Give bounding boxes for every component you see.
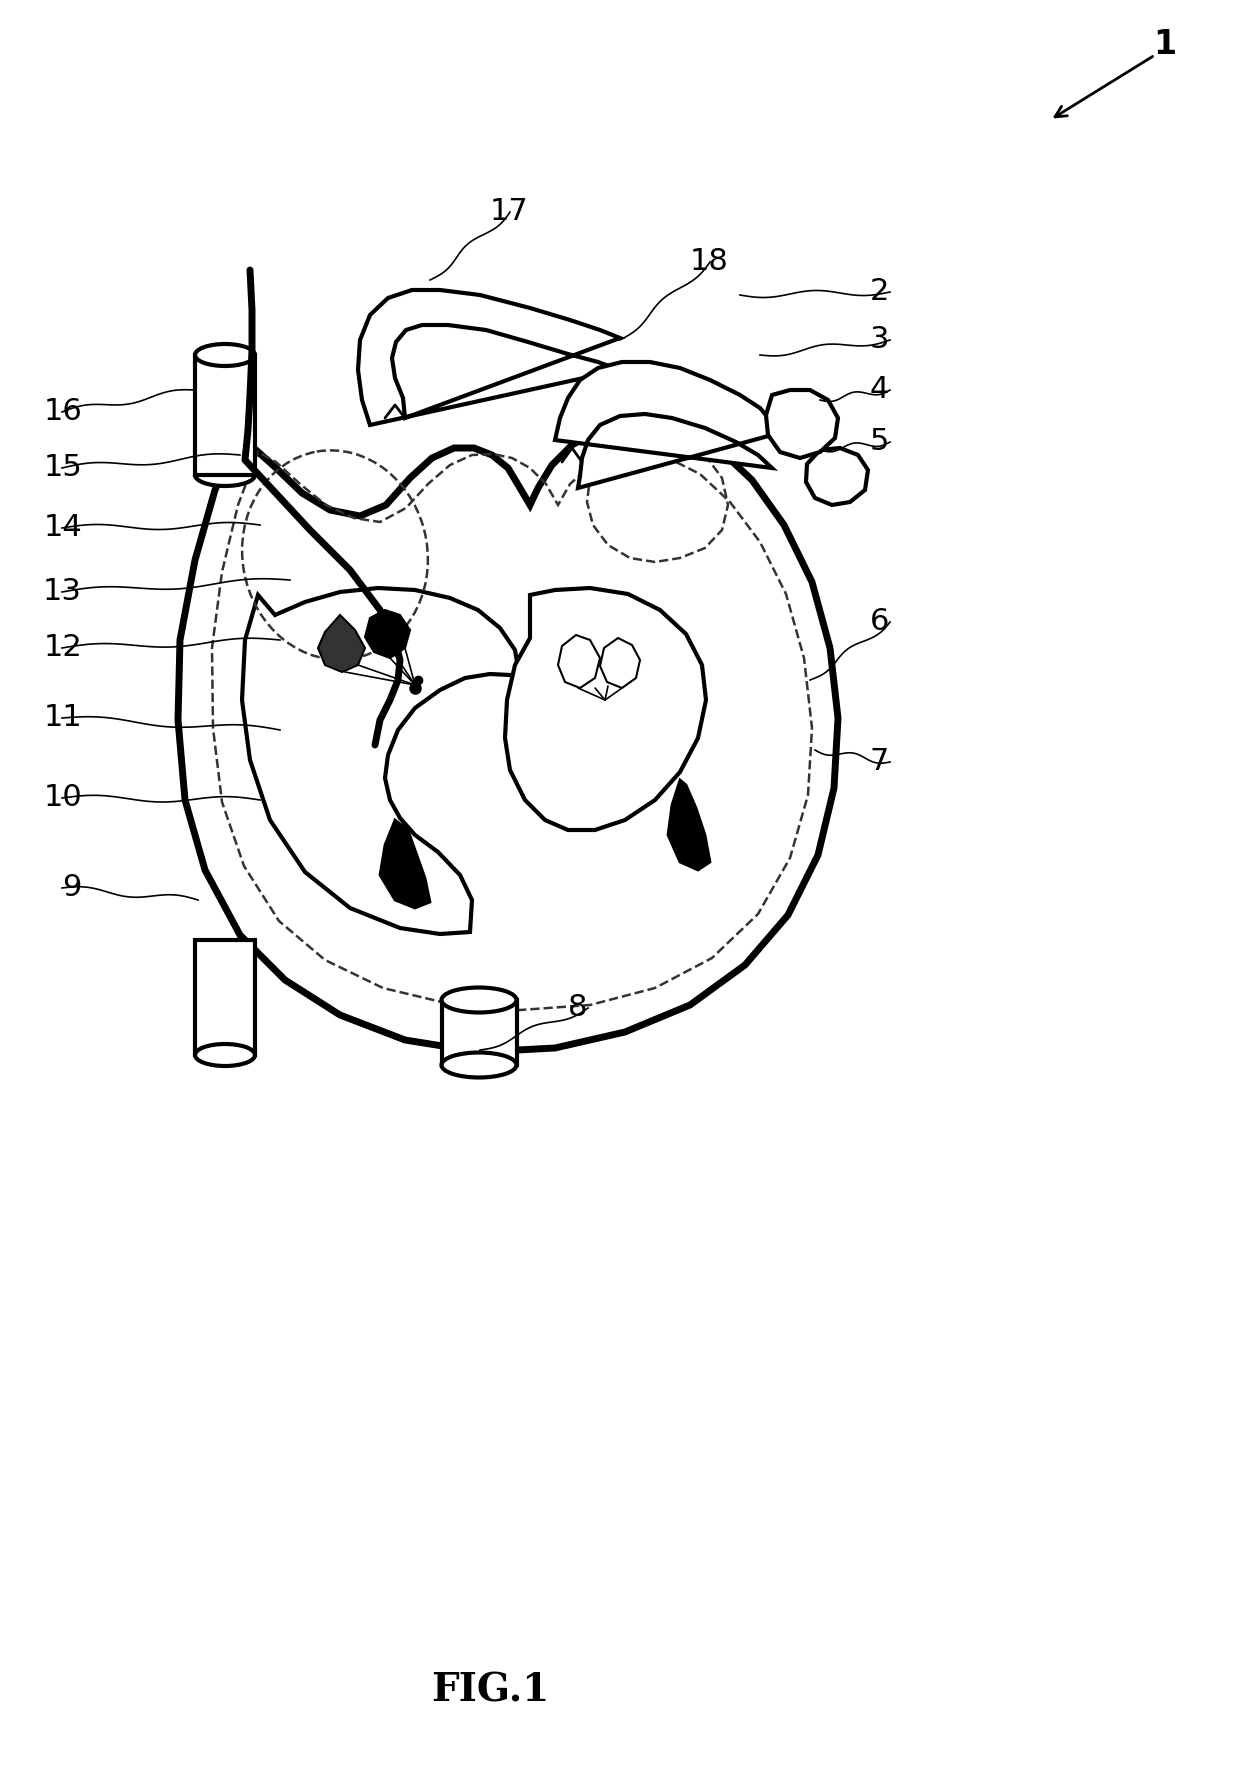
PathPatch shape: [505, 589, 706, 830]
Text: 2: 2: [870, 277, 889, 306]
Text: 9: 9: [63, 873, 82, 902]
Ellipse shape: [441, 988, 517, 1013]
PathPatch shape: [379, 819, 430, 909]
PathPatch shape: [806, 447, 868, 504]
Text: 1: 1: [1153, 29, 1177, 61]
Text: 8: 8: [568, 993, 588, 1023]
PathPatch shape: [179, 424, 838, 1052]
PathPatch shape: [556, 361, 773, 488]
Text: 12: 12: [43, 633, 82, 662]
Bar: [195, 939, 255, 1056]
Text: FIG.1: FIG.1: [430, 1671, 549, 1708]
Ellipse shape: [195, 343, 255, 367]
Text: 11: 11: [43, 703, 82, 732]
PathPatch shape: [766, 390, 838, 458]
Text: 16: 16: [43, 397, 82, 426]
Ellipse shape: [441, 1052, 517, 1077]
PathPatch shape: [668, 780, 711, 869]
Text: 5: 5: [870, 428, 889, 456]
Text: 14: 14: [43, 513, 82, 542]
Text: 15: 15: [43, 453, 82, 483]
Text: 4: 4: [870, 376, 889, 404]
PathPatch shape: [242, 589, 520, 934]
PathPatch shape: [600, 639, 640, 689]
Bar: [441, 1000, 517, 1064]
Text: 6: 6: [870, 608, 889, 637]
PathPatch shape: [558, 635, 600, 689]
Text: 3: 3: [870, 326, 889, 354]
PathPatch shape: [358, 290, 620, 426]
PathPatch shape: [365, 610, 410, 658]
PathPatch shape: [317, 615, 365, 673]
Ellipse shape: [195, 1045, 255, 1066]
Text: 10: 10: [43, 784, 82, 812]
Text: 13: 13: [43, 578, 82, 606]
Bar: [195, 354, 255, 476]
Text: 7: 7: [870, 748, 889, 776]
Text: 18: 18: [689, 247, 729, 277]
Ellipse shape: [195, 463, 255, 487]
Text: 17: 17: [490, 197, 528, 227]
